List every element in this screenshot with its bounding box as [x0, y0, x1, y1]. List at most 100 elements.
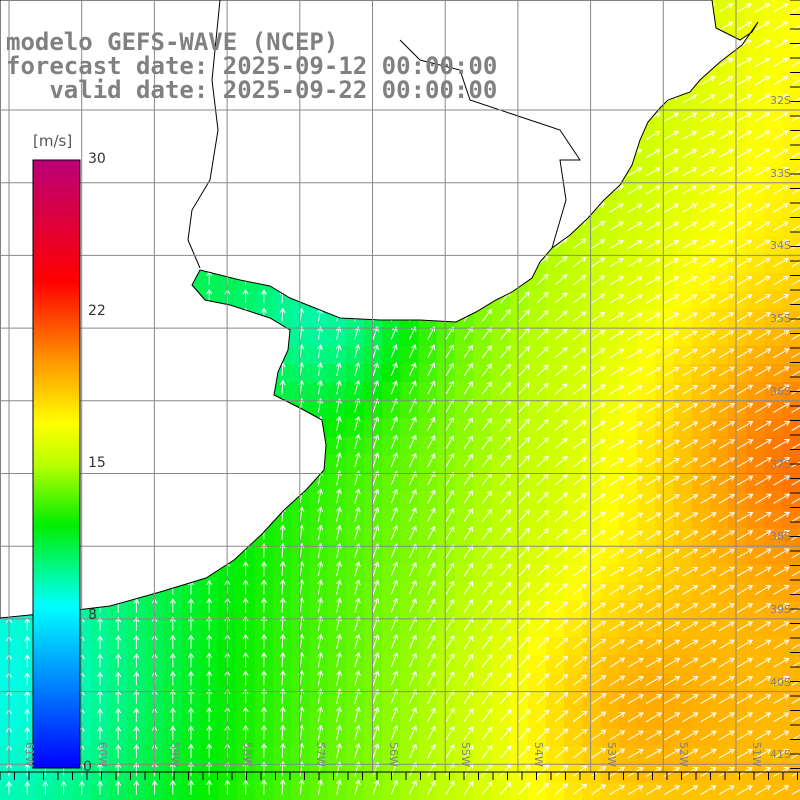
wind-arrow — [518, 436, 530, 450]
wind-arrow — [645, 312, 661, 322]
wind-arrow — [427, 580, 436, 595]
speed-cell — [709, 364, 729, 383]
wind-arrow — [518, 654, 531, 668]
speed-cell — [564, 382, 583, 401]
speed-cell — [582, 491, 602, 511]
wind-arrow — [645, 530, 662, 541]
speed-cell — [509, 746, 529, 765]
speed-cell — [400, 491, 420, 511]
wind-arrow — [609, 530, 625, 541]
speed-cell — [618, 182, 638, 201]
wind-arrow — [500, 654, 512, 668]
speed-cell — [418, 455, 438, 474]
wind-arrow — [754, 130, 771, 140]
speed-cell — [746, 382, 765, 401]
speed-cell — [509, 600, 529, 620]
wind-arrow — [481, 544, 493, 559]
speed-cell — [673, 436, 693, 456]
wind-arrow — [754, 694, 772, 705]
wind-arrow — [500, 672, 512, 686]
wind-arrow — [536, 382, 549, 395]
speed-cell — [564, 473, 583, 492]
speed-cell — [455, 491, 474, 511]
wind-arrow — [408, 325, 417, 340]
wind-arrow — [609, 403, 625, 413]
wind-arrow — [408, 707, 417, 723]
speed-cell — [691, 400, 711, 420]
wind-arrow — [645, 149, 661, 159]
wind-arrow — [408, 452, 417, 468]
wind-arrow — [754, 493, 772, 504]
wind-arrow — [408, 779, 417, 795]
speed-cell — [582, 691, 602, 711]
wind-arrow — [791, 661, 800, 668]
wind-arrow — [754, 239, 771, 250]
speed-cell — [637, 600, 656, 620]
wind-arrow — [682, 530, 699, 541]
speed-cell — [691, 273, 711, 292]
wind-arrow — [518, 491, 530, 504]
speed-cell — [382, 327, 401, 347]
speed-cell — [637, 236, 656, 256]
wind-arrow — [700, 312, 716, 322]
speed-cell — [509, 673, 529, 693]
speed-cell — [491, 728, 511, 747]
speed-cell — [527, 709, 547, 729]
speed-cell — [637, 527, 656, 547]
speed-cell — [728, 327, 747, 347]
wind-arrow — [481, 417, 493, 431]
wind-arrow — [554, 383, 568, 395]
speed-cell — [436, 655, 456, 674]
wind-arrow — [427, 434, 436, 450]
speed-cell — [564, 600, 583, 620]
speed-cell — [637, 345, 656, 365]
wind-arrow — [115, 616, 122, 631]
wind-arrow — [591, 674, 607, 686]
wind-arrow — [645, 185, 661, 195]
wind-arrow — [682, 148, 698, 159]
wind-arrow — [736, 730, 754, 741]
wind-arrow — [700, 657, 717, 668]
speed-cell — [746, 254, 765, 274]
speed-cell — [418, 600, 438, 620]
wind-arrow — [663, 785, 681, 796]
speed-cell — [764, 145, 784, 165]
colorbar-label: 30 — [88, 151, 106, 167]
speed-cell — [655, 273, 674, 292]
speed-cell — [709, 163, 729, 183]
wind-arrow — [754, 566, 772, 577]
wind-arrow — [518, 454, 530, 468]
wind-arrow — [682, 512, 699, 523]
speed-cell — [746, 491, 765, 511]
speed-cell — [382, 455, 401, 474]
wind-arrow — [572, 402, 587, 413]
wind-arrow — [791, 352, 800, 359]
speed-cell — [455, 436, 474, 456]
speed-cell — [418, 655, 438, 674]
speed-cell — [673, 364, 693, 383]
wind-arrow — [627, 349, 643, 359]
wind-arrow — [518, 309, 530, 322]
speed-cell — [527, 546, 547, 565]
latitude-label: 35S — [770, 312, 791, 326]
wind-arrow — [572, 638, 588, 650]
forecast-date: forecast date: 2025-09-12 00:00:00 — [6, 52, 498, 80]
wind-arrow — [736, 384, 754, 395]
speed-cell — [546, 273, 565, 292]
speed-cell — [400, 400, 420, 420]
wind-arrow — [427, 743, 436, 759]
wind-arrow — [663, 748, 681, 759]
wind-arrow — [700, 512, 717, 523]
speed-cell — [546, 618, 565, 638]
wind-arrow — [627, 367, 643, 377]
speed-cell — [746, 782, 765, 800]
speed-cell — [491, 418, 511, 438]
wind-arrow — [754, 748, 772, 759]
speed-cell — [527, 436, 547, 456]
wind-arrow — [390, 488, 399, 504]
speed-cell — [673, 509, 693, 529]
wind-arrow — [260, 670, 267, 686]
speed-cell — [655, 291, 674, 310]
wind-arrow — [736, 257, 753, 268]
wind-arrow — [718, 603, 735, 614]
